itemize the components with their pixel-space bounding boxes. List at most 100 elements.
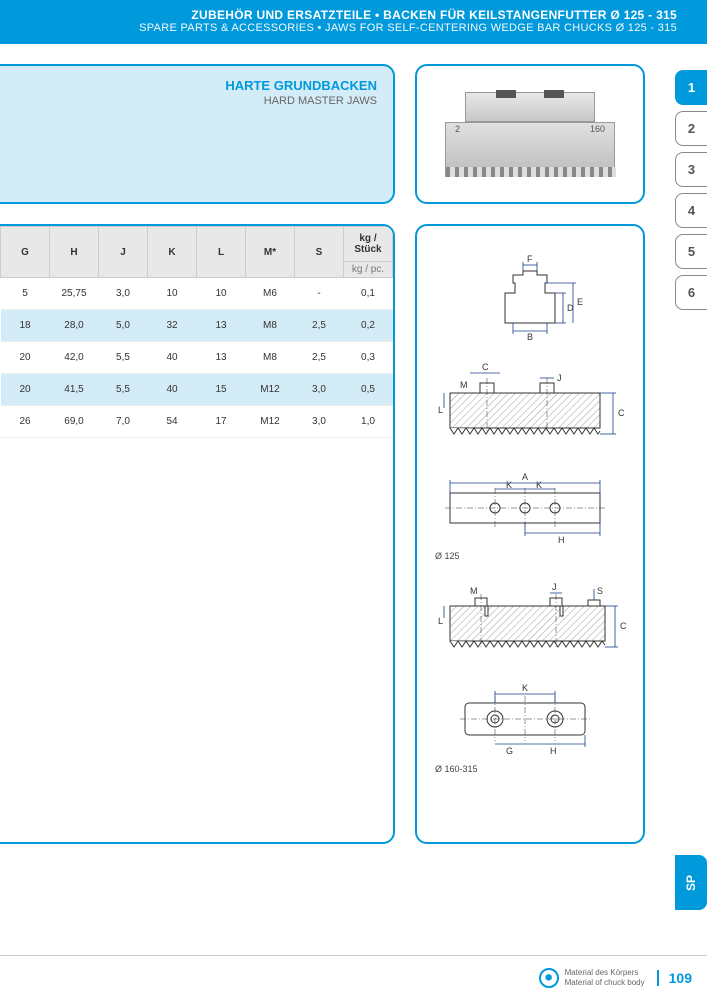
- table-cell: 32: [148, 310, 197, 342]
- svg-text:A: A: [522, 472, 528, 482]
- table-row: 1828,05,03213M82,50,2: [1, 310, 393, 342]
- table-cell: 13: [197, 342, 246, 374]
- table-cell: 0,5: [344, 374, 393, 406]
- table-cell: 3,0: [99, 278, 148, 310]
- svg-text:J: J: [552, 582, 557, 592]
- section-title-block: HARTE GRUNDBACKEN HARD MASTER JAWS: [0, 64, 395, 204]
- table-cell: 26: [1, 406, 50, 438]
- table-cell: 28,0: [50, 310, 99, 342]
- section-tab-6[interactable]: 6: [675, 275, 707, 310]
- svg-text:L: L: [438, 405, 443, 415]
- svg-text:C: C: [618, 408, 625, 418]
- table-cell: 41,5: [50, 374, 99, 406]
- svg-text:J: J: [557, 373, 562, 383]
- table-cell: -: [295, 278, 344, 310]
- table-cell: 5,5: [99, 342, 148, 374]
- col-header: M*: [246, 227, 295, 278]
- svg-text:K: K: [522, 683, 528, 693]
- diagram-bottom-160-315: K G H Ø 160-315: [427, 681, 633, 774]
- svg-text:S: S: [597, 586, 603, 596]
- svg-text:H: H: [558, 535, 565, 545]
- svg-text:H: H: [550, 746, 557, 756]
- svg-text:E: E: [577, 297, 583, 307]
- table-cell: 54: [148, 406, 197, 438]
- section-tab-3[interactable]: 3: [675, 152, 707, 187]
- section-tab-1[interactable]: 1: [675, 70, 707, 105]
- diagram-bottom-125: A K K H Ø 125: [427, 468, 633, 561]
- col-header: H: [50, 227, 99, 278]
- material-note: ⬢ Material des Körpers Material of chuck…: [539, 968, 645, 988]
- spec-table-block: GHJKLM*Skg / Stück kg / pc. 525,753,0101…: [0, 224, 395, 844]
- diagram-front-profile: F B D E: [427, 253, 633, 343]
- svg-text:K: K: [536, 480, 542, 490]
- material-de: Material des Körpers: [565, 968, 645, 978]
- table-cell: 0,1: [344, 278, 393, 310]
- svg-text:G: G: [506, 746, 513, 756]
- diagram-block: F B D E C M: [415, 224, 645, 844]
- col-subheader-weight: kg / pc.: [344, 262, 393, 278]
- col-header: J: [99, 227, 148, 278]
- section-title-de: HARTE GRUNDBACKEN: [16, 78, 377, 93]
- section-title-en: HARD MASTER JAWS: [16, 95, 377, 107]
- table-cell: 7,0: [99, 406, 148, 438]
- table-cell: 42,0: [50, 342, 99, 374]
- header-title-de: ZUBEHÖR UND ERSATZTEILE • BACKEN FÜR KEI…: [30, 8, 677, 22]
- col-header: L: [197, 227, 246, 278]
- table-cell: 5,0: [99, 310, 148, 342]
- side-tabs: 1 2 3 4 5 6: [675, 70, 707, 310]
- table-cell: 69,0: [50, 406, 99, 438]
- table-row: 525,753,01010M6-0,1: [1, 278, 393, 310]
- section-tab-4[interactable]: 4: [675, 193, 707, 228]
- table-cell: M8: [246, 342, 295, 374]
- table-cell: 3,0: [295, 374, 344, 406]
- table-cell: 5,5: [99, 374, 148, 406]
- table-cell: 0,2: [344, 310, 393, 342]
- svg-text:K: K: [506, 480, 512, 490]
- sp-tab[interactable]: SP: [675, 855, 707, 910]
- table-cell: M8: [246, 310, 295, 342]
- material-icon: ⬢: [539, 968, 559, 988]
- table-cell: 10: [197, 278, 246, 310]
- col-header: S: [295, 227, 344, 278]
- table-cell: 5: [1, 278, 50, 310]
- table-cell: 20: [1, 374, 50, 406]
- col-header: G: [1, 227, 50, 278]
- material-en: Material of chuck body: [565, 978, 645, 988]
- table-row: 2042,05,54013M82,50,3: [1, 342, 393, 374]
- table-cell: 17: [197, 406, 246, 438]
- jaw-illustration: 2 160: [445, 92, 615, 177]
- page-header: ZUBEHÖR UND ERSATZTEILE • BACKEN FÜR KEI…: [0, 0, 707, 44]
- table-cell: M6: [246, 278, 295, 310]
- table-cell: 25,75: [50, 278, 99, 310]
- table-cell: 0,3: [344, 342, 393, 374]
- svg-text:C: C: [482, 362, 489, 372]
- table-row: 2041,55,54015M123,00,5: [1, 374, 393, 406]
- table-cell: 2,5: [295, 342, 344, 374]
- svg-text:C: C: [620, 621, 627, 631]
- svg-text:M: M: [460, 380, 468, 390]
- table-cell: 10: [148, 278, 197, 310]
- svg-text:F: F: [527, 254, 533, 264]
- table-cell: 15: [197, 374, 246, 406]
- table-cell: 40: [148, 342, 197, 374]
- table-cell: 2,5: [295, 310, 344, 342]
- table-row: 2669,07,05417M123,01,0: [1, 406, 393, 438]
- header-title-en: SPARE PARTS & ACCESSORIES • JAWS FOR SEL…: [30, 22, 677, 34]
- section-tab-5[interactable]: 5: [675, 234, 707, 269]
- diagram-side-teeth: C M J L C: [427, 358, 633, 453]
- col-header-weight: kg / Stück: [344, 227, 393, 262]
- section-tab-2[interactable]: 2: [675, 111, 707, 146]
- diagram-3-note: Ø 125: [435, 551, 633, 561]
- product-image-block: 2 160: [415, 64, 645, 204]
- table-cell: 3,0: [295, 406, 344, 438]
- page-number: 109: [657, 970, 692, 986]
- table-cell: 40: [148, 374, 197, 406]
- table-cell: 18: [1, 310, 50, 342]
- table-cell: 20: [1, 342, 50, 374]
- table-cell: M12: [246, 374, 295, 406]
- col-header: K: [148, 227, 197, 278]
- table-cell: 13: [197, 310, 246, 342]
- spec-table: GHJKLM*Skg / Stück kg / pc. 525,753,0101…: [0, 226, 393, 438]
- diagram-5-note: Ø 160-315: [435, 764, 633, 774]
- diagram-side-grooved: M J S L C: [427, 576, 633, 666]
